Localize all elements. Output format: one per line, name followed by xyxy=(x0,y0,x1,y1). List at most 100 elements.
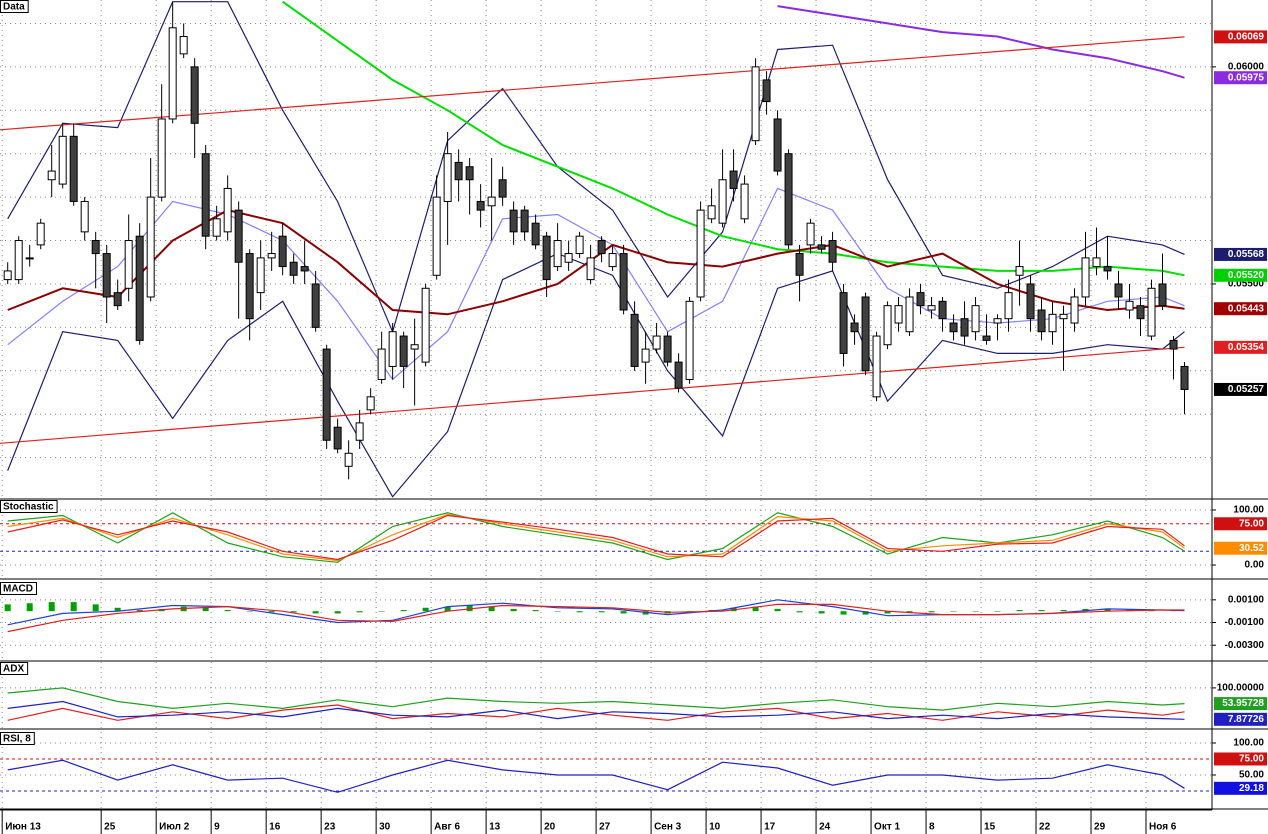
candle-body xyxy=(641,348,650,363)
indicator-line xyxy=(7,603,1185,633)
value-badge xyxy=(1214,268,1267,282)
candle-body xyxy=(1158,283,1167,307)
candle-body xyxy=(509,209,518,233)
x-tick-label: 10 xyxy=(709,822,721,833)
candle-body xyxy=(938,300,947,320)
histogram-bar xyxy=(48,602,55,612)
x-tick-label: Июн 13 xyxy=(5,822,41,833)
candle-body xyxy=(1092,257,1101,268)
y-tick-label: -0.00100 xyxy=(1225,617,1265,628)
indicator-line xyxy=(7,252,1185,498)
candle-body xyxy=(828,240,837,263)
histogram-bar xyxy=(400,610,407,612)
candle-body xyxy=(201,153,210,237)
candle-body xyxy=(850,322,859,333)
histogram-bar xyxy=(774,608,781,612)
candle-body xyxy=(1180,365,1189,390)
x-tick-label: 24 xyxy=(819,822,831,833)
x-tick-label: Окт 1 xyxy=(874,822,900,833)
candle-body xyxy=(311,283,320,328)
candle-body xyxy=(1037,309,1046,333)
value-badge-label: 0.05975 xyxy=(1228,72,1265,83)
candle-body xyxy=(333,426,342,450)
histogram-bar xyxy=(752,606,759,612)
y-tick-label: 0.00 xyxy=(1245,560,1265,571)
candle-body xyxy=(960,318,969,337)
candle-body xyxy=(872,335,881,398)
candle-body xyxy=(14,240,23,281)
histogram-bar xyxy=(488,606,495,612)
x-tick-label: 17 xyxy=(764,822,776,833)
candle-body xyxy=(663,335,672,363)
candle-body xyxy=(168,27,177,120)
candle-body xyxy=(47,170,56,181)
candle-body xyxy=(1103,266,1112,272)
candle-body xyxy=(883,305,892,346)
histogram-bar xyxy=(554,611,561,612)
x-tick-label: 25 xyxy=(104,822,116,833)
candle-body xyxy=(36,222,45,246)
candle-body xyxy=(1004,292,1013,320)
candle-body xyxy=(410,344,419,350)
panel xyxy=(0,582,1212,660)
histogram-bar xyxy=(884,611,891,614)
value-badge xyxy=(1214,340,1267,354)
x-tick-label: 9 xyxy=(214,822,220,833)
indicator-line xyxy=(7,1,1185,334)
histogram-bar xyxy=(26,603,33,612)
value-badge-label: 0.05520 xyxy=(1228,270,1265,281)
candle-body xyxy=(861,296,870,372)
panel-title-box xyxy=(0,662,29,675)
candle-body xyxy=(399,335,408,367)
candle-body xyxy=(575,235,584,255)
candle-body xyxy=(80,200,89,233)
x-tick-label: 15 xyxy=(984,822,996,833)
y-tick-label: 0.06000 xyxy=(1228,62,1265,73)
candle-body xyxy=(498,179,507,198)
indicator-line xyxy=(0,346,1185,444)
value-badge xyxy=(1214,712,1267,726)
histogram-bar xyxy=(510,608,517,612)
y-tick-label: 100.00000 xyxy=(1217,683,1265,694)
y-tick-label: 0.05500 xyxy=(1228,279,1265,290)
histogram-bar xyxy=(818,611,825,614)
candle-body xyxy=(476,200,485,211)
candle-body xyxy=(685,300,694,380)
value-badge-label: 7.87726 xyxy=(1228,714,1265,725)
candle-body xyxy=(421,287,430,363)
candle-body xyxy=(245,253,254,320)
candle-body xyxy=(1059,313,1068,320)
x-tick-label: 23 xyxy=(324,822,336,833)
x-tick-label: 29 xyxy=(1094,822,1106,833)
histogram-bar xyxy=(532,610,539,612)
level-badge-label: 75.00 xyxy=(1239,754,1264,765)
histogram-bar xyxy=(378,611,385,612)
x-tick-label: Июл 2 xyxy=(159,822,190,833)
candle-body xyxy=(1125,300,1134,311)
value-badge xyxy=(1214,781,1267,795)
value-badge xyxy=(1214,30,1267,44)
candle-body xyxy=(179,35,188,55)
panel-title: ADX xyxy=(3,664,24,675)
x-tick-label: 27 xyxy=(599,822,611,833)
histogram-bar xyxy=(620,611,627,614)
indicator-line xyxy=(7,704,1185,721)
candle-body xyxy=(993,318,1002,324)
histogram-bar xyxy=(796,611,803,613)
candle-body xyxy=(762,79,771,103)
value-badge-label: 0.05568 xyxy=(1228,249,1265,260)
candle-body xyxy=(630,313,639,367)
histogram-bar xyxy=(422,607,429,612)
histogram-bar xyxy=(950,611,957,612)
candle-body xyxy=(806,222,815,246)
x-tick-label: 16 xyxy=(269,822,281,833)
value-badge-label: 29.18 xyxy=(1239,783,1264,794)
candle-body xyxy=(1114,283,1123,298)
panel-title-box xyxy=(0,732,35,745)
histogram-bar xyxy=(4,604,11,612)
candle-body xyxy=(949,322,958,333)
level-badge xyxy=(1214,517,1267,531)
candle-body xyxy=(586,257,595,281)
